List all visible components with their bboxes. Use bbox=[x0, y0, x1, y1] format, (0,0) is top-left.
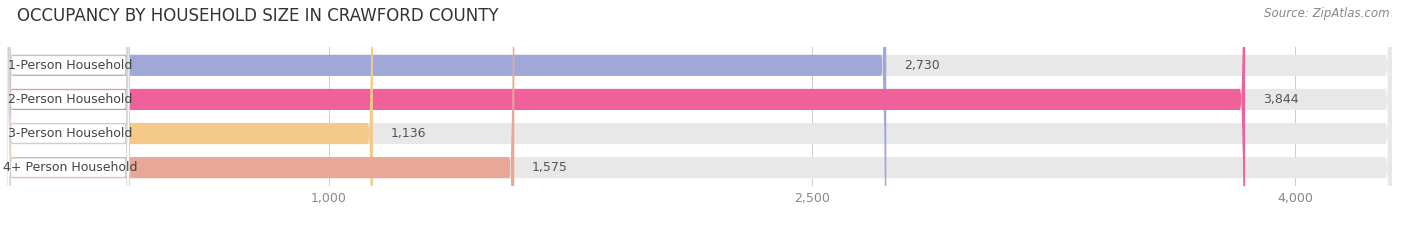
FancyBboxPatch shape bbox=[7, 0, 886, 233]
Text: 1,136: 1,136 bbox=[391, 127, 426, 140]
FancyBboxPatch shape bbox=[7, 0, 1392, 233]
FancyBboxPatch shape bbox=[7, 0, 1246, 233]
Text: Source: ZipAtlas.com: Source: ZipAtlas.com bbox=[1264, 7, 1389, 20]
Text: 1,575: 1,575 bbox=[531, 161, 568, 174]
Text: 3-Person Household: 3-Person Household bbox=[7, 127, 132, 140]
FancyBboxPatch shape bbox=[7, 0, 129, 233]
Text: 2,730: 2,730 bbox=[904, 59, 939, 72]
Text: 2-Person Household: 2-Person Household bbox=[7, 93, 132, 106]
Text: OCCUPANCY BY HOUSEHOLD SIZE IN CRAWFORD COUNTY: OCCUPANCY BY HOUSEHOLD SIZE IN CRAWFORD … bbox=[17, 7, 499, 25]
FancyBboxPatch shape bbox=[7, 0, 1392, 233]
FancyBboxPatch shape bbox=[7, 0, 129, 233]
FancyBboxPatch shape bbox=[7, 0, 129, 233]
Text: 1-Person Household: 1-Person Household bbox=[7, 59, 132, 72]
FancyBboxPatch shape bbox=[7, 0, 1392, 233]
Text: 4+ Person Household: 4+ Person Household bbox=[3, 161, 136, 174]
FancyBboxPatch shape bbox=[7, 0, 1392, 233]
FancyBboxPatch shape bbox=[7, 0, 129, 233]
Text: 3,844: 3,844 bbox=[1263, 93, 1298, 106]
FancyBboxPatch shape bbox=[7, 0, 373, 233]
FancyBboxPatch shape bbox=[7, 0, 515, 233]
